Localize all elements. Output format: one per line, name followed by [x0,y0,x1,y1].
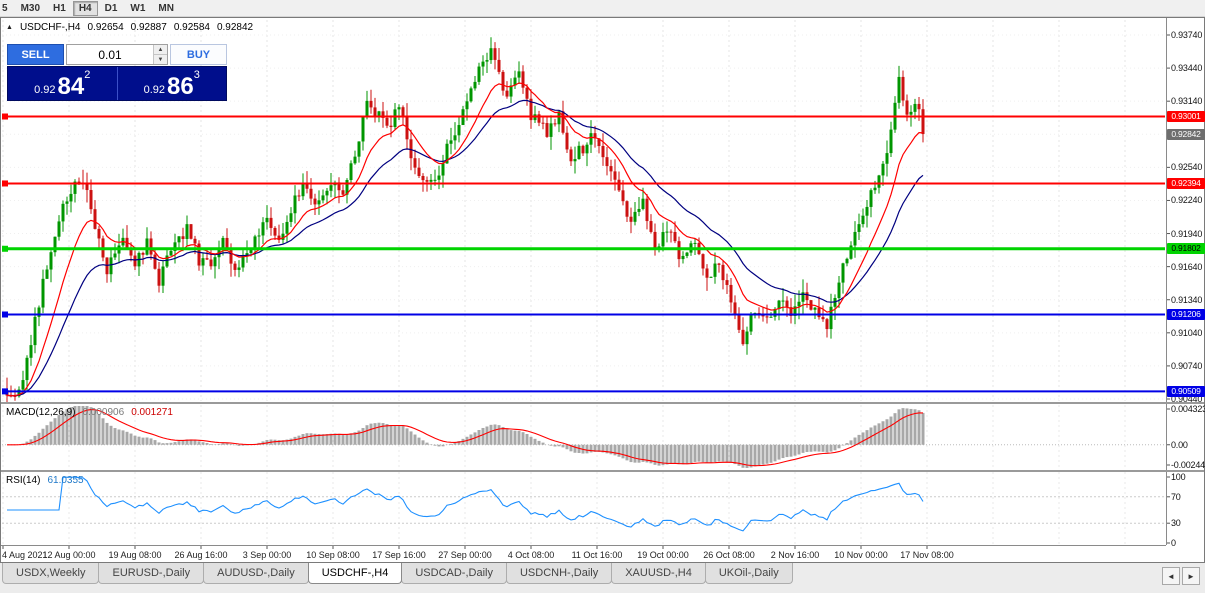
rsi-value: 61.0355 [47,475,84,486]
macd-axis-label: -0.002447 [1171,460,1205,470]
chart-tab-xauusd-h4[interactable]: XAUUSD-,H4 [611,563,706,584]
chart-tab-eurusd-daily[interactable]: EURUSD-,Daily [98,563,205,584]
chart-tabs: USDX,Weekly EURUSD-,Daily AUDUSD-,Daily USD… [2,563,793,584]
time-axis-label: 19 Aug 08:00 [108,550,162,560]
price-scale[interactable]: 0.937400.934400.931400.928400.925400.922… [1167,18,1205,548]
level-price-tag: 0.91206 [1167,309,1205,320]
time-axis-label: 4 Oct 08:00 [507,550,555,560]
timeframe-button-d1[interactable]: D1 [104,2,118,14]
time-axis-label: 10 Nov 00:00 [834,550,888,560]
buy-price-display[interactable]: 0.92 86 3 [116,67,227,100]
timeframe-toolbar: 5 M30 H1 H4 D1 W1 MN [0,0,1205,17]
timeframe-button-h1[interactable]: H1 [53,2,66,14]
chart-tab-bar: USDX,Weekly EURUSD-,Daily AUDUSD-,Daily USD… [0,563,1205,593]
time-axis-label: 2 Nov 16:00 [770,550,820,560]
macd-indicator-label: MACD(12,26,9) 0.000906 0.001271 [6,407,173,418]
time-axis-label: 17 Sep 16:00 [372,550,426,560]
tab-scroll-right-icon[interactable]: ► [1182,567,1200,585]
rsi-pane-splitter[interactable] [1,470,1204,472]
collapse-triangle-icon[interactable]: ▲ [6,24,13,31]
macd-signal-value: 0.001271 [131,407,173,418]
macd-pane-splitter[interactable] [1,402,1204,404]
price-axis-label: 0.91040 [1171,327,1203,338]
close-value: 0.92842 [216,22,254,33]
price-axis-label: 0.90740 [1171,360,1203,371]
sell-price-sup: 2 [84,69,91,81]
timeframe-button-m30[interactable]: M30 [20,2,41,14]
chart-tab-usdcnh-daily[interactable]: USDCNH-,Daily [505,563,613,584]
tab-scroll-left-icon[interactable]: ◄ [1162,567,1180,585]
sell-price-display[interactable]: 0.92 84 2 [8,67,117,100]
chart-tab-usdx-weekly[interactable]: USDX,Weekly [2,563,100,584]
price-axis-label: 0.93140 [1171,96,1203,107]
rsi-name: RSI(14) [6,475,41,486]
low-value: 0.92584 [173,22,210,33]
volume-input[interactable]: 0.01 ▲ ▼ [66,44,168,65]
timeframe-button-h4[interactable]: H4 [72,0,98,16]
symbol-period-label: USDCHF-,H4 [19,22,81,33]
current-price-tag: 0.92842 [1167,128,1205,140]
chart-tab-usdcad-daily[interactable]: USDCAD-,Daily [401,563,507,584]
volume-increase-button[interactable]: ▲ [154,45,167,54]
chart-window: ▲ USDCHF-,H4 0.92654 0.92887 0.92584 0.9… [0,17,1205,563]
macd-axis-label: 0.00 [1171,439,1188,450]
timeframe-button-5[interactable]: 5 [2,2,8,14]
macd-main-value: 0.000906 [82,407,125,418]
price-chart-canvas[interactable] [1,18,1205,564]
rsi-axis-label: 30 [1171,518,1181,529]
price-axis-label: 0.93440 [1171,63,1203,74]
high-value: 0.92887 [130,22,167,33]
chart-tab-audusd-daily[interactable]: AUDUSD-,Daily [203,563,309,584]
buy-price-prefix: 0.92 [143,84,166,96]
price-axis-label: 0.93740 [1171,30,1203,40]
price-axis-label: 0.91940 [1171,228,1203,239]
time-axis-label: 3 Sep 00:00 [242,550,292,560]
level-price-tag: 0.91802 [1167,243,1205,255]
time-axis-label: 26 Oct 08:00 [703,550,755,560]
chart-tab-ukoil-daily[interactable]: UKOil-,Daily [704,563,793,584]
time-axis-label: 27 Sep 00:00 [438,550,492,560]
rsi-axis-label: 0 [1171,538,1176,548]
time-axis-label: 10 Sep 08:00 [306,550,360,560]
price-axis-label: 0.92540 [1171,162,1203,173]
time-axis-label: 26 Aug 16:00 [174,550,228,560]
price-scale-divider [1166,18,1167,545]
price-axis-label: 0.90440 [1171,394,1203,404]
price-axis-label: 0.91640 [1171,261,1203,272]
level-price-tag: 0.92394 [1167,177,1205,189]
level-price-tag: 0.93001 [1167,111,1205,122]
sell-button[interactable]: SELL [7,44,64,65]
tab-scroll-controls: ◄ ► [1162,567,1200,585]
buy-price-big: 86 [167,73,194,100]
rsi-axis-label: 70 [1171,491,1181,502]
chart-tab-usdchf-h4[interactable]: USDCHF-,H4 [307,563,403,584]
sell-price-big: 84 [57,73,85,100]
rsi-indicator-label: RSI(14) 61.0355 [6,475,84,486]
macd-axis-label: 0.004323 [1171,404,1205,414]
level-price-tag: 0.90509 [1167,385,1205,397]
volume-value[interactable]: 0.01 [98,47,122,62]
sell-price-prefix: 0.92 [34,84,56,96]
time-axis[interactable]: 4 Aug 2021 12 Aug 00:00 19 Aug 08:00 26 Aug… [1,545,1166,564]
time-axis-label: 19 Oct 00:00 [637,550,689,560]
volume-decrease-button[interactable]: ▼ [154,54,167,64]
time-axis-label: 4 Aug 2021 [2,550,48,560]
macd-name: MACD(12,26,9) [6,407,76,418]
price-axis-label: 0.92240 [1171,195,1203,206]
open-value: 0.92654 [87,22,124,33]
timeframe-button-mn[interactable]: MN [158,2,174,14]
rsi-axis-label: 100 [1171,472,1186,482]
time-axis-label: 12 Aug 00:00 [42,550,96,560]
time-axis-label: 17 Nov 08:00 [900,550,954,560]
timeframe-button-w1[interactable]: W1 [130,2,146,14]
volume-stepper: ▲ ▼ [153,45,167,64]
one-click-trading-panel: SELL 0.01 ▲ ▼ BUY 0.92 84 2 0.92 86 3 [7,44,227,101]
buy-button[interactable]: BUY [170,44,227,65]
price-axis-label: 0.91340 [1171,294,1203,305]
buy-price-sup: 3 [193,69,200,81]
time-axis-label: 11 Oct 16:00 [571,550,623,560]
chart-ohlc-header: ▲ USDCHF-,H4 0.92654 0.92887 0.92584 0.9… [6,22,253,33]
